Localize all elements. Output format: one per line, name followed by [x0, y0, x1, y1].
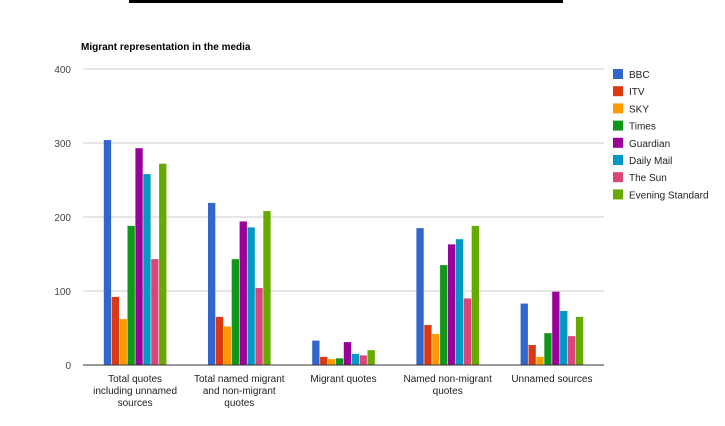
y-tick-label: 200 [54, 213, 71, 224]
bar-times[interactable] [127, 225, 135, 365]
bar-bbc[interactable] [312, 340, 320, 365]
bar-daily-mail[interactable] [560, 310, 568, 365]
bar-times[interactable] [335, 358, 344, 365]
bar-evening-standard[interactable] [263, 211, 271, 365]
bar-guardian[interactable] [552, 291, 560, 365]
legend-label: ITV [629, 87, 645, 98]
bar-evening-standard[interactable] [159, 163, 167, 365]
legend-label: BBC [629, 70, 650, 81]
bar-evening-standard[interactable] [575, 316, 584, 365]
bar-the-sun[interactable] [463, 298, 472, 365]
bar-guardian[interactable] [343, 342, 352, 365]
bar-sky[interactable] [223, 326, 232, 365]
legend-item[interactable]: Evening Standard [613, 189, 709, 201]
legend[interactable]: BBC ITV SKY Times Guardian Daily Mail The Sun E… [613, 69, 709, 201]
x-tick-label: Unnamed sources [511, 374, 592, 385]
bar-itv[interactable] [320, 356, 328, 365]
bar-itv[interactable] [528, 345, 536, 365]
bar-evening-standard[interactable] [471, 225, 479, 365]
bar-bbc[interactable] [520, 303, 528, 365]
x-tick-label: and non-migrant [203, 386, 276, 397]
bar-daily-mail[interactable] [351, 353, 359, 365]
bars [103, 140, 584, 365]
gridlines [83, 68, 604, 292]
top-rule [129, 0, 563, 3]
y-tick-label: 400 [54, 65, 71, 76]
y-tick-label: 300 [54, 139, 71, 150]
legend-item[interactable]: Times [613, 120, 656, 133]
legend-item[interactable]: Daily Mail [613, 155, 672, 167]
legend-label: Evening Standard [629, 190, 709, 201]
x-tick-label: sources [118, 398, 153, 409]
y-tick-label: 100 [54, 287, 71, 298]
legend-item[interactable]: BBC [613, 69, 650, 81]
bar-the-sun[interactable] [568, 336, 576, 365]
legend-swatch [613, 120, 623, 131]
legend-label: Times [629, 122, 656, 133]
bar-sky[interactable] [119, 319, 127, 365]
legend-swatch [613, 137, 623, 148]
legend-swatch [613, 103, 623, 114]
bar-sky[interactable] [536, 356, 544, 365]
legend-label: The Sun [629, 173, 667, 184]
chart-title: Migrant representation in the media [81, 42, 251, 53]
legend-item[interactable]: SKY [613, 103, 649, 115]
legend-item[interactable]: Guardian [613, 137, 670, 150]
legend-label: SKY [629, 104, 649, 115]
bar-itv[interactable] [424, 325, 432, 365]
bar-itv[interactable] [111, 296, 119, 365]
x-tick-label: Total named migrant [194, 374, 285, 385]
bar-times[interactable] [544, 333, 552, 365]
y-tick-label: 0 [65, 361, 71, 372]
legend-swatch [613, 155, 623, 165]
bar-evening-standard[interactable] [367, 350, 375, 365]
bar-bbc[interactable] [416, 228, 424, 365]
legend-item[interactable]: ITV [613, 86, 645, 98]
x-tick-label: quotes [433, 386, 463, 397]
x-tick-label: quotes [224, 398, 254, 409]
bar-bbc[interactable] [208, 202, 216, 365]
bar-itv[interactable] [215, 316, 224, 365]
y-axis-ticks: 0 100 200 300 400 [54, 65, 71, 372]
x-tick-label: including unnamed [93, 386, 177, 397]
bar-guardian[interactable] [448, 244, 456, 365]
bar-times[interactable] [231, 259, 239, 365]
bar-daily-mail[interactable] [455, 239, 464, 365]
legend-swatch [613, 189, 623, 200]
legend-swatch [613, 69, 623, 79]
bar-sky[interactable] [432, 333, 440, 365]
bar-times[interactable] [440, 265, 448, 365]
legend-swatch [613, 172, 623, 183]
bar-the-sun[interactable] [151, 259, 159, 365]
x-tick-label: Total quotes [108, 374, 162, 385]
bar-the-sun[interactable] [255, 288, 263, 365]
bar-guardian[interactable] [239, 221, 247, 365]
legend-label: Guardian [629, 139, 670, 150]
bar-daily-mail[interactable] [143, 174, 151, 365]
legend-item[interactable]: The Sun [613, 172, 667, 184]
bar-daily-mail[interactable] [247, 227, 255, 365]
x-tick-label: Named non-migrant [404, 374, 493, 385]
legend-swatch [613, 86, 623, 97]
bar-the-sun[interactable] [359, 355, 367, 365]
x-tick-label: Migrant quotes [310, 374, 376, 385]
bar-sky[interactable] [328, 359, 336, 365]
bar-guardian[interactable] [135, 148, 143, 365]
bar-bbc[interactable] [103, 140, 112, 365]
legend-label: Daily Mail [629, 156, 672, 167]
